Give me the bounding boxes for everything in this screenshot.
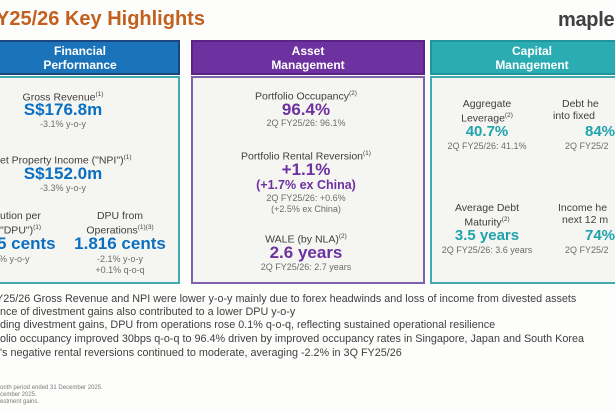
occupancy-label: Portfolio Occupancy(2) — [255, 90, 357, 103]
footnote-1: onth period ended 31 December 2025. — [0, 385, 103, 391]
footnote-3: estment gains. — [0, 399, 40, 405]
dpu-ops-label-line2: Operations(1)(3) — [86, 224, 154, 237]
agg-leverage-label-line1: Aggregate — [462, 98, 512, 110]
dpu-ops-sub1: -2.1% y-o-y — [96, 254, 143, 264]
dpu-ops-value: 1.816 cents — [74, 234, 166, 253]
column-header-capital: Capital Management — [430, 40, 615, 75]
rental-reversion-value: +1.1% — [281, 160, 331, 179]
debt-maturity-label-line2: Maturity(2) — [464, 216, 510, 229]
debt-hedged-label-line1: Debt he — [562, 98, 599, 110]
occupancy-value: 96.4% — [281, 100, 331, 119]
bullet-4: olio occupancy improved 30bps q-o-q to 9… — [0, 333, 584, 345]
npi-sub: -3.3% y-o-y — [39, 183, 86, 193]
column-header-asset: Asset Management — [191, 40, 425, 75]
agg-leverage-sub: 2Q FY25/26: 41.1% — [447, 141, 527, 151]
debt-maturity-sub: 2Q FY25/26: 3.6 years — [441, 245, 533, 255]
npi-value: S$152.0m — [23, 164, 103, 183]
bullet-1: Y25/26 Gross Revenue and NPI were lower … — [0, 293, 577, 305]
dpu-value: 5 cents — [0, 234, 56, 253]
debt-hedged-value: 84% — [585, 123, 615, 140]
dpu-ops-label-line1: DPU from — [96, 210, 144, 222]
bullet-5: 's negative rental reversions continued … — [0, 347, 402, 359]
income-hedged-label-line1: Income he — [558, 202, 608, 214]
rental-reversion-value2: (+1.7% ex China) — [256, 178, 356, 192]
income-hedged-value: 74% — [585, 227, 615, 244]
dpu-sub: % y-o-y — [0, 254, 30, 264]
dpu-ops-sub2: +0.1% q-o-q — [95, 265, 145, 275]
gross-revenue-value: S$176.8m — [23, 100, 103, 119]
dpu-label-line2: "DPU")(1) — [0, 224, 42, 237]
rental-reversion-sub2: (+2.5% ex China) — [271, 204, 341, 214]
column-header-financial: Financial Performance — [0, 40, 180, 75]
gross-revenue-label: Gross Revenue(1) — [22, 91, 104, 104]
capital-box — [430, 76, 615, 284]
agg-leverage-label-line2: Leverage(2) — [461, 112, 513, 125]
debt-hedged-label-line2: into fixed — [553, 110, 596, 122]
footnote-2: cember 2025. — [0, 392, 37, 398]
wale-value: 2.6 years — [269, 243, 343, 262]
rental-reversion-sub1: 2Q FY25/26: +0.6% — [266, 193, 346, 203]
dpu-label-line1: ution per — [0, 210, 41, 222]
financial-box — [0, 76, 180, 284]
agg-leverage-value: 40.7% — [465, 123, 509, 140]
mapletree-logo: maple — [558, 9, 615, 31]
npi-label: et Property Income ("NPI")(1) — [0, 154, 132, 167]
asset-box — [191, 76, 425, 284]
debt-maturity-value: 3.5 years — [454, 227, 520, 244]
bullet-3: ding divestment gains, DPU from operatio… — [0, 319, 496, 331]
debt-hedged-sub: 2Q FY25/2 — [565, 141, 609, 151]
occupancy-sub: 2Q FY25/26: 96.1% — [266, 118, 346, 128]
slide-title: Y25/26 Key Highlights — [0, 8, 205, 30]
wale-label: WALE (by NLA)(2) — [265, 233, 347, 246]
gross-revenue-sub: -3.1% y-o-y — [39, 119, 86, 129]
income-hedged-sub: 2Q FY25/2 — [565, 245, 609, 255]
debt-maturity-label-line1: Average Debt — [454, 202, 519, 214]
wale-sub: 2Q FY25/26: 2.7 years — [260, 262, 352, 272]
rental-reversion-label: Portfolio Rental Reversion(1) — [241, 150, 371, 163]
bullet-2: nce of divestment gains also contributed… — [0, 306, 296, 318]
income-hedged-label-line2: next 12 m — [562, 214, 609, 226]
